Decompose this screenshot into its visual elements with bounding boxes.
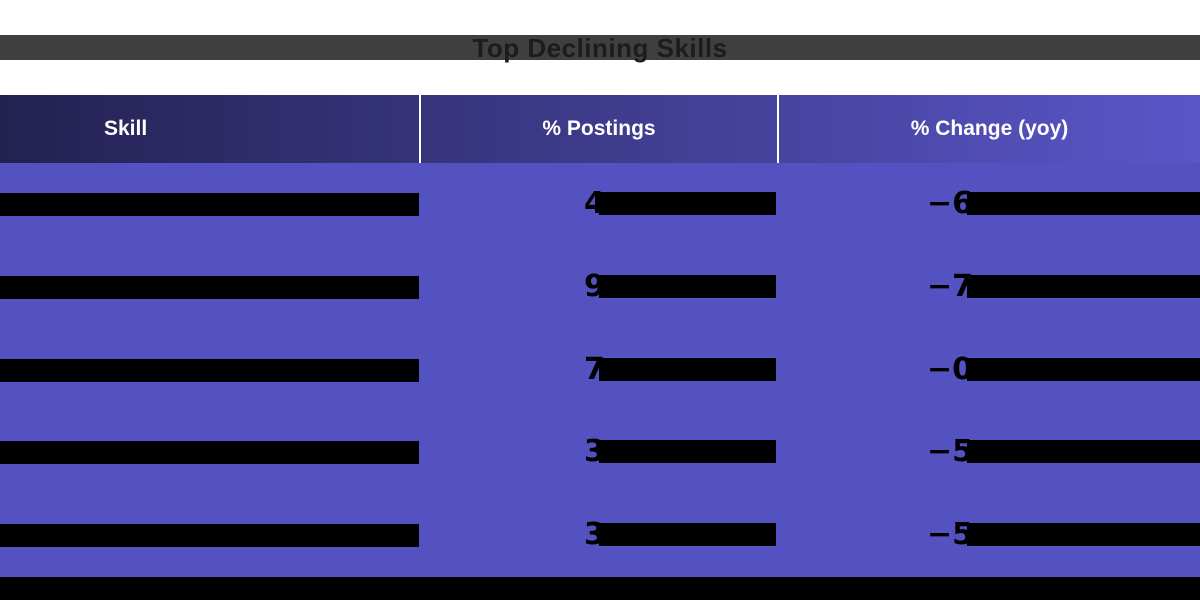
redacted-value-bar — [967, 192, 1200, 215]
column-header-change: % Change (yoy) — [910, 117, 1069, 140]
table-row: 4 −6 — [0, 163, 1200, 246]
redacted-caption-bar — [0, 577, 1200, 600]
postings-cell: 3 — [584, 519, 776, 550]
postings-cell: 7 — [584, 354, 776, 385]
change-cell: −0 — [927, 354, 1200, 385]
redacted-value-bar — [967, 440, 1200, 464]
table-row: 7 −0 — [0, 329, 1200, 412]
change-cell: −5 — [927, 519, 1200, 550]
postings-cell: 3 — [584, 436, 776, 467]
chart-title-bar: Top Declining Skills — [0, 32, 1200, 63]
change-visible-digits: −0 — [927, 351, 974, 387]
redacted-skill-cell — [0, 441, 419, 465]
redacted-skill-cell — [0, 275, 419, 299]
change-cell: −5 — [927, 436, 1200, 467]
redacted-value-bar — [598, 523, 776, 547]
postings-cell: 9 — [584, 271, 776, 302]
redacted-value-bar — [967, 274, 1200, 298]
change-visible-digits: −5 — [927, 434, 974, 470]
table-row: 9 −7 — [0, 246, 1200, 329]
redacted-value-bar — [967, 523, 1200, 547]
change-cell: −7 — [927, 271, 1200, 302]
change-visible-digits: −5 — [927, 517, 974, 553]
table-header-row: Skill % Postings % Change (yoy) — [0, 95, 1200, 163]
table-row: 3 −5 — [0, 411, 1200, 494]
postings-cell: 4 — [584, 188, 776, 219]
redacted-skill-cell — [0, 358, 419, 382]
table-row: 3 −5 — [0, 494, 1200, 577]
redacted-skill-cell — [0, 193, 419, 216]
column-header-postings: % Postings — [542, 117, 656, 140]
redacted-skill-cell — [0, 524, 419, 548]
table-body: 4 −6 9 −7 7 −0 3 — [0, 163, 1200, 577]
redacted-value-bar — [967, 357, 1200, 381]
change-cell: −6 — [927, 188, 1200, 219]
redacted-value-bar — [598, 192, 776, 215]
column-divider — [777, 95, 779, 163]
redacted-value-bar — [598, 357, 776, 381]
column-header-skill: Skill — [104, 117, 148, 140]
change-visible-digits: −7 — [927, 268, 974, 304]
change-visible-digits: −6 — [927, 186, 974, 221]
chart-title: Top Declining Skills — [472, 32, 728, 63]
column-divider — [419, 95, 421, 163]
redacted-value-bar — [598, 440, 776, 464]
redacted-value-bar — [598, 274, 776, 298]
